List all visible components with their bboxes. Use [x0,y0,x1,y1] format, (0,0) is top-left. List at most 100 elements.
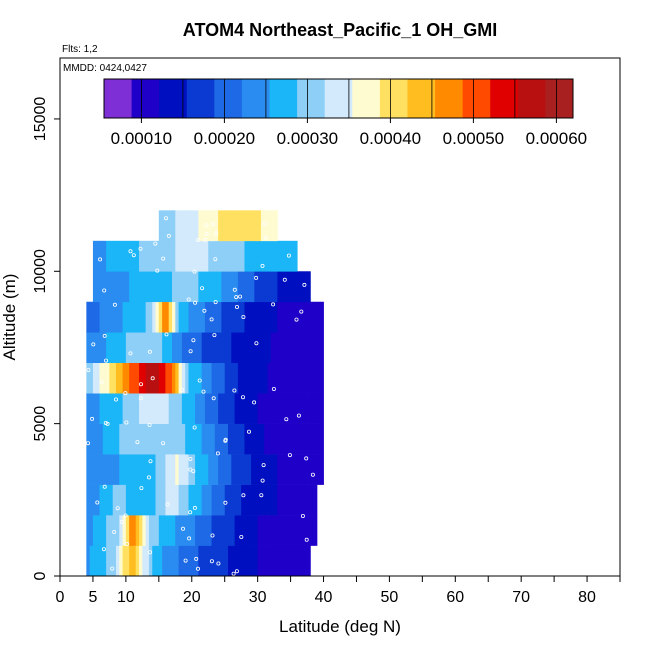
heatmap-cell [92,423,97,455]
heatmap-cell [181,271,186,303]
sample-marker [139,486,144,491]
x-tick-label: 50 [381,589,399,606]
sample-marker [271,386,276,391]
heatmap-cell [293,454,298,485]
heatmap-cell [92,484,97,516]
heatmap-cell [135,515,140,546]
heatmap-cell [198,240,203,272]
heatmap-cell [287,332,291,364]
sample-marker [232,287,237,292]
heatmap-cell [89,484,94,516]
sample-marker [209,559,214,564]
heatmap-cell [135,362,140,394]
heatmap-cell [267,454,272,485]
heatmap-cell [195,454,199,485]
heatmap-cell [234,484,239,516]
heatmap-cell [106,484,110,516]
colorbar-tick-label: 0.00060 [526,129,587,148]
heatmap-cell [178,484,183,516]
heatmap-cell [155,545,160,576]
heatmap-cell [264,210,268,242]
heatmap-cell [251,301,255,333]
heatmap-cell [168,393,173,424]
heatmap-cell [201,423,206,455]
heatmap-cell [191,240,196,272]
heatmap-cell [287,240,291,272]
heatmap-cell [109,454,114,485]
heatmap-cell [267,515,272,546]
heatmap-cell [132,240,137,272]
heatmap-cell [116,454,120,485]
heatmap-cell [241,240,245,272]
sample-marker [195,566,200,571]
heatmap-cell [287,362,291,394]
heatmap-cell [244,545,249,576]
heatmap-cell [251,423,255,455]
heatmap-cell [313,423,318,455]
heatmap-cell [99,484,104,516]
heatmap-cell [254,271,259,303]
heatmap-cell [119,515,123,546]
heatmap-cell [307,423,311,455]
sample-marker [302,282,307,287]
heatmap-cell [86,423,91,455]
heatmap-cell [198,423,203,455]
heatmap-cell [195,545,199,576]
heatmap-cell [290,240,295,272]
heatmap-cell [270,484,275,516]
heatmap-cell [241,454,245,485]
sample-marker [240,395,245,400]
heatmap-cell [228,362,232,394]
heatmap-cell [185,362,189,394]
heatmap-cell [211,301,216,333]
sample-marker [153,241,158,246]
heatmap-cell [228,423,232,455]
heatmap-cell [172,393,176,424]
heatmap-cell [264,332,268,364]
heatmap-cell [270,240,275,272]
heatmap-cell [270,515,275,546]
heatmap-cell [175,301,179,333]
sample-markers-layer [86,216,315,576]
altitude-band [86,332,324,364]
heatmap-cell [99,301,104,333]
heatmap-cell [300,301,305,333]
heatmap-cell [267,210,272,242]
sample-marker [304,537,309,542]
heatmap-cell [208,240,212,272]
heatmap-cell [86,545,91,576]
heatmap-cell [188,515,193,546]
heatmap-cell [135,240,140,272]
heatmap-cell [260,393,265,424]
heatmap-cell [181,484,186,516]
heatmap-cell [198,515,203,546]
heatmap-cell [254,210,259,242]
heatmap-cell [214,240,219,272]
x-tick-label: 10 [117,589,135,606]
heatmap-cell [86,362,91,394]
heatmap-cell [181,454,186,485]
heatmap-cell [195,271,199,303]
heatmap-cell [122,484,127,516]
heatmap-cell [165,301,170,333]
heatmap-cell [125,393,130,424]
heatmap-cell [198,393,203,424]
heatmap-cell [142,240,147,272]
heatmap-cell [125,423,130,455]
colorbar-swatch [462,79,491,118]
heatmap-cell [99,545,104,576]
heatmap-cell [112,423,117,455]
heatmap-cell [119,545,123,576]
heatmap-cell [254,515,259,546]
colorbar-tick-label: 0.00020 [194,129,255,148]
heatmap-cell [116,362,120,394]
heatmap-cell [116,240,120,272]
heatmap-cell [270,545,275,576]
heatmap-cell [267,332,272,364]
heatmap-cell [148,240,153,272]
heatmap-cell [313,454,318,485]
heatmap-cell [211,240,216,272]
heatmap-cell [260,240,265,272]
heatmap-cell [228,271,232,303]
heatmap-cell [132,301,137,333]
